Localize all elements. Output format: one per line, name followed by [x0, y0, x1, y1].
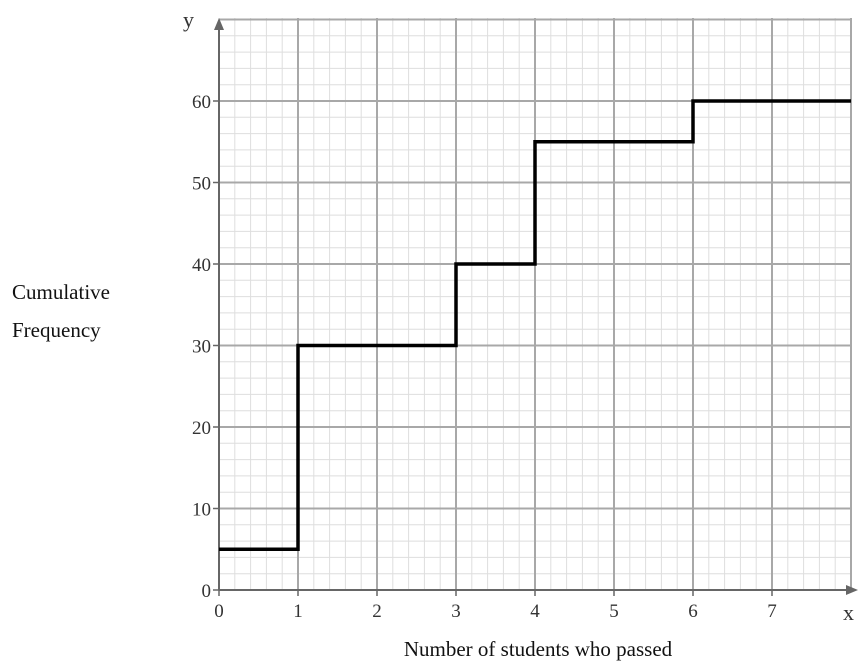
y-axis-letter: y: [183, 7, 194, 32]
y-tick-label: 30: [192, 337, 211, 358]
axes: [213, 18, 858, 596]
x-tick-label: 4: [530, 601, 540, 622]
x-tick-label: 0: [214, 601, 224, 622]
y-tick-label: 60: [192, 92, 211, 113]
x-axis-letter: x: [843, 600, 854, 625]
x-axis-title: Number of students who passed: [404, 637, 673, 661]
x-tick-label: 5: [609, 601, 619, 622]
x-tick-label: 1: [293, 601, 303, 622]
y-tick-label: 0: [202, 581, 212, 602]
y-tick-label: 10: [192, 500, 211, 521]
y-tick-label: 20: [192, 418, 211, 439]
series-layer: [219, 99, 851, 552]
y-tick-labels: 0 10 20 30 40 50 60: [192, 92, 211, 602]
y-axis-title-line-1: Cumulative: [12, 280, 110, 304]
y-tick-label: 40: [192, 255, 211, 276]
y-tick-label: 50: [192, 174, 211, 195]
x-tick-label: 6: [688, 601, 698, 622]
major-grid: [219, 18, 852, 590]
x-tick-labels: 0 1 2 3 4 5 6 7: [214, 601, 777, 622]
y-axis-title-line-2: Frequency: [12, 318, 101, 342]
x-tick-label: 7: [767, 601, 777, 622]
x-axis-arrow: [846, 585, 858, 595]
x-tick-label: 3: [451, 601, 461, 622]
y-axis-arrow: [214, 18, 224, 30]
x-tick-label: 2: [372, 601, 382, 622]
series-line-0: [219, 99, 851, 552]
